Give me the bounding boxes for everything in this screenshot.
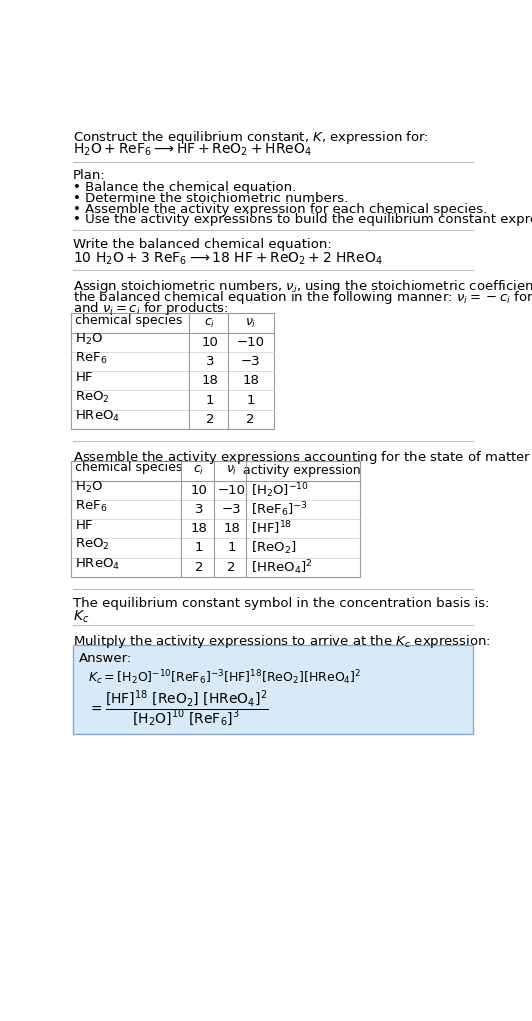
Text: $\mathrm{H_2O}$: $\mathrm{H_2O}$ xyxy=(75,480,103,494)
Text: 1: 1 xyxy=(206,394,214,406)
Text: $c_i$: $c_i$ xyxy=(194,465,205,478)
Bar xyxy=(71,313,274,429)
Text: Assemble the activity expressions accounting for the state of matter and $\nu_i$: Assemble the activity expressions accoun… xyxy=(73,449,532,466)
Text: $\mathrm{10\ H_2O + 3\ ReF_6 \longrightarrow 18\ HF + ReO_2 + 2\ HReO_4}$: $\mathrm{10\ H_2O + 3\ ReF_6 \longrighta… xyxy=(73,250,383,266)
Text: $\mathrm{HReO_4}$: $\mathrm{HReO_4}$ xyxy=(75,408,120,424)
Text: $[\mathrm{ReO_2}]$: $[\mathrm{ReO_2}]$ xyxy=(251,540,296,556)
Text: Plan:: Plan: xyxy=(73,169,105,183)
Text: 18: 18 xyxy=(190,522,207,535)
Text: −10: −10 xyxy=(237,336,264,349)
Text: 2: 2 xyxy=(195,561,203,574)
Text: $[\mathrm{ReF_6}]^{-3}$: $[\mathrm{ReF_6}]^{-3}$ xyxy=(251,500,307,519)
Text: 3: 3 xyxy=(206,355,214,369)
Text: $\nu_i$: $\nu_i$ xyxy=(245,317,256,330)
Text: Answer:: Answer: xyxy=(79,651,132,665)
Text: 2: 2 xyxy=(206,412,214,426)
Text: $c_i$: $c_i$ xyxy=(204,317,215,330)
Text: $[\mathrm{H_2O}]^{-10}$: $[\mathrm{H_2O}]^{-10}$ xyxy=(251,481,309,499)
Text: the balanced chemical equation in the following manner: $\nu_i = -c_i$ for react: the balanced chemical equation in the fo… xyxy=(73,289,532,306)
Text: $\mathrm{HF}$: $\mathrm{HF}$ xyxy=(75,372,94,384)
Text: $\mathrm{ReF_6}$: $\mathrm{ReF_6}$ xyxy=(75,499,107,514)
Text: $\mathrm{H_2O + ReF_6 \longrightarrow HF + ReO_2 + HReO_4}$: $\mathrm{H_2O + ReF_6 \longrightarrow HF… xyxy=(73,142,312,158)
Text: and $\nu_i = c_i$ for products:: and $\nu_i = c_i$ for products: xyxy=(73,299,228,317)
Text: $\mathrm{H_2O}$: $\mathrm{H_2O}$ xyxy=(75,332,103,347)
Text: activity expression: activity expression xyxy=(243,465,361,478)
Text: 10: 10 xyxy=(202,336,218,349)
Text: chemical species: chemical species xyxy=(75,461,182,475)
Text: 1: 1 xyxy=(227,541,236,554)
Text: • Balance the chemical equation.: • Balance the chemical equation. xyxy=(73,181,296,194)
Text: $[\mathrm{HF}]^{18}$: $[\mathrm{HF}]^{18}$ xyxy=(251,520,292,537)
Text: 18: 18 xyxy=(223,522,240,535)
Text: • Use the activity expressions to build the equilibrium constant expression.: • Use the activity expressions to build … xyxy=(73,213,532,227)
Text: 3: 3 xyxy=(195,503,203,516)
Text: Mulitply the activity expressions to arrive at the $K_c$ expression:: Mulitply the activity expressions to arr… xyxy=(73,633,491,650)
Text: $\mathrm{ReO_2}$: $\mathrm{ReO_2}$ xyxy=(75,537,110,552)
Text: • Assemble the activity expression for each chemical species.: • Assemble the activity expression for e… xyxy=(73,202,487,215)
Text: $\mathrm{ReO_2}$: $\mathrm{ReO_2}$ xyxy=(75,389,110,404)
Text: 18: 18 xyxy=(242,375,259,387)
Text: −10: −10 xyxy=(218,484,246,496)
Text: The equilibrium constant symbol in the concentration basis is:: The equilibrium constant symbol in the c… xyxy=(73,597,489,610)
Text: $\mathrm{HReO_4}$: $\mathrm{HReO_4}$ xyxy=(75,556,120,572)
Text: chemical species: chemical species xyxy=(75,313,182,327)
Text: −3: −3 xyxy=(241,355,260,369)
Text: $K_c$: $K_c$ xyxy=(73,609,89,625)
Bar xyxy=(71,461,360,577)
Text: Write the balanced chemical equation:: Write the balanced chemical equation: xyxy=(73,238,331,251)
Text: 2: 2 xyxy=(227,561,236,574)
Text: 10: 10 xyxy=(190,484,207,496)
Text: Assign stoichiometric numbers, $\nu_i$, using the stoichiometric coefficients, $: Assign stoichiometric numbers, $\nu_i$, … xyxy=(73,278,532,295)
Text: $K_c = [\mathrm{H_2O}]^{-10} [\mathrm{ReF_6}]^{-3} [\mathrm{HF}]^{18} [\mathrm{R: $K_c = [\mathrm{H_2O}]^{-10} [\mathrm{Re… xyxy=(88,669,362,687)
Text: • Determine the stoichiometric numbers.: • Determine the stoichiometric numbers. xyxy=(73,192,348,205)
FancyBboxPatch shape xyxy=(73,645,472,734)
Text: $\nu_i$: $\nu_i$ xyxy=(226,465,237,478)
Text: 2: 2 xyxy=(246,412,255,426)
Text: 1: 1 xyxy=(246,394,255,406)
Text: Construct the equilibrium constant, $K$, expression for:: Construct the equilibrium constant, $K$,… xyxy=(73,129,429,146)
Text: $\mathrm{ReF_6}$: $\mathrm{ReF_6}$ xyxy=(75,351,107,367)
Text: −3: −3 xyxy=(222,503,242,516)
Text: $= \dfrac{[\mathrm{HF}]^{18}\ [\mathrm{ReO_2}]\ [\mathrm{HReO_4}]^2}{[\mathrm{H_: $= \dfrac{[\mathrm{HF}]^{18}\ [\mathrm{R… xyxy=(88,688,269,729)
Text: 1: 1 xyxy=(195,541,203,554)
Text: $\mathrm{HF}$: $\mathrm{HF}$ xyxy=(75,519,94,532)
Text: 18: 18 xyxy=(202,375,218,387)
Text: $[\mathrm{HReO_4}]^2$: $[\mathrm{HReO_4}]^2$ xyxy=(251,557,312,577)
